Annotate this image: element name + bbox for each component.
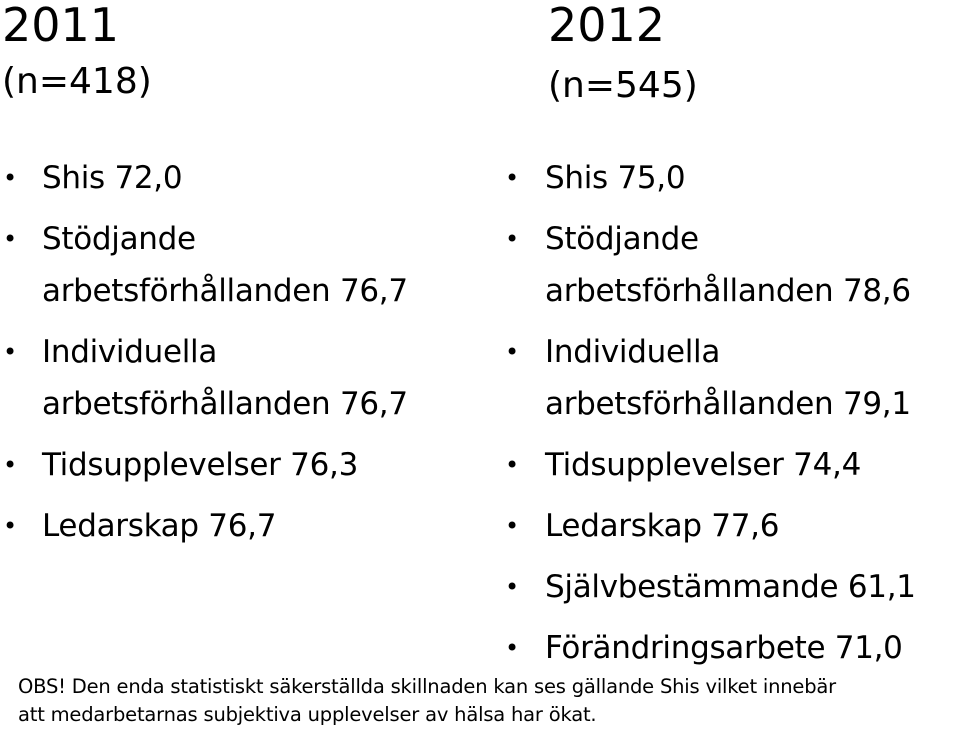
list-item: • Shis 72,0	[0, 152, 480, 204]
list-item: • Shis 75,0	[502, 152, 960, 204]
list-item-line: arbetsförhållanden 79,1	[545, 386, 911, 422]
list-item-text: Förändringsarbete 71,0	[545, 630, 903, 666]
bullet-icon: •	[505, 573, 519, 601]
list-item: • Stödjande arbetsförhållanden 76,7	[0, 213, 480, 317]
bullet-icon: •	[505, 634, 519, 662]
list-item-text: Ledarskap 77,6	[545, 508, 780, 544]
list-item: • Förändringsarbete 71,0	[502, 622, 960, 674]
bullet-list-2011: • Shis 72,0 • Stödjande arbetsförhållande…	[0, 152, 480, 561]
sample-size-2012: (n=545)	[548, 65, 698, 106]
list-item-text: Shis 72,0	[42, 160, 183, 196]
list-item: • Individuella arbetsförhållanden 76,7	[0, 326, 480, 430]
list-item-line: arbetsförhållanden 76,7	[42, 386, 408, 422]
list-item: • Självbestämmande 61,1	[502, 561, 960, 613]
list-item-line: Individuella	[545, 334, 721, 370]
list-item-line: arbetsförhållanden 76,7	[42, 273, 408, 309]
year-heading-2012: 2012	[548, 0, 666, 52]
bullet-icon: •	[505, 512, 519, 540]
bullet-icon: •	[3, 451, 17, 479]
list-item-text: Individuella arbetsförhållanden 76,7	[42, 326, 408, 430]
footnote-line-1: OBS! Den enda statistiskt säkerställda s…	[18, 675, 836, 698]
list-item: • Stödjande arbetsförhållanden 78,6	[502, 213, 960, 317]
list-item-text: Självbestämmande 61,1	[545, 569, 916, 605]
list-item-text: Stödjande arbetsförhållanden 78,6	[545, 213, 911, 317]
list-item-line: Stödjande	[545, 221, 699, 257]
list-item-text: Shis 75,0	[545, 160, 686, 196]
bullet-icon: •	[3, 338, 17, 366]
list-item-line: Individuella	[42, 334, 218, 370]
list-item: • Tidsupplevelser 74,4	[502, 439, 960, 491]
bullet-list-2012: • Shis 75,0 • Stödjande arbetsförhållande…	[502, 152, 960, 683]
year-heading-2011: 2011	[2, 0, 120, 52]
bullet-icon: •	[505, 451, 519, 479]
list-item-line: arbetsförhållanden 78,6	[545, 273, 911, 309]
bullet-icon: •	[505, 164, 519, 192]
list-item: • Tidsupplevelser 76,3	[0, 439, 480, 491]
footnote-line-2: att medarbetarnas subjektiva upplevelser…	[18, 703, 597, 726]
bullet-icon: •	[505, 225, 519, 253]
list-item-line: Stödjande	[42, 221, 196, 257]
bullet-icon: •	[3, 512, 17, 540]
list-item-text: Stödjande arbetsförhållanden 76,7	[42, 213, 408, 317]
list-item-text: Tidsupplevelser 76,3	[42, 447, 358, 483]
bullet-icon: •	[3, 225, 17, 253]
list-item-text: Tidsupplevelser 74,4	[545, 447, 861, 483]
bullet-icon: •	[3, 164, 17, 192]
sample-size-2011: (n=418)	[2, 61, 152, 102]
list-item: • Ledarskap 76,7	[0, 500, 480, 552]
list-item-text: Ledarskap 76,7	[42, 508, 277, 544]
list-item: • Individuella arbetsförhållanden 79,1	[502, 326, 960, 430]
list-item-text: Individuella arbetsförhållanden 79,1	[545, 326, 911, 430]
bullet-icon: •	[505, 338, 519, 366]
list-item: • Ledarskap 77,6	[502, 500, 960, 552]
footnote: OBS! Den enda statistiskt säkerställda s…	[18, 673, 958, 729]
